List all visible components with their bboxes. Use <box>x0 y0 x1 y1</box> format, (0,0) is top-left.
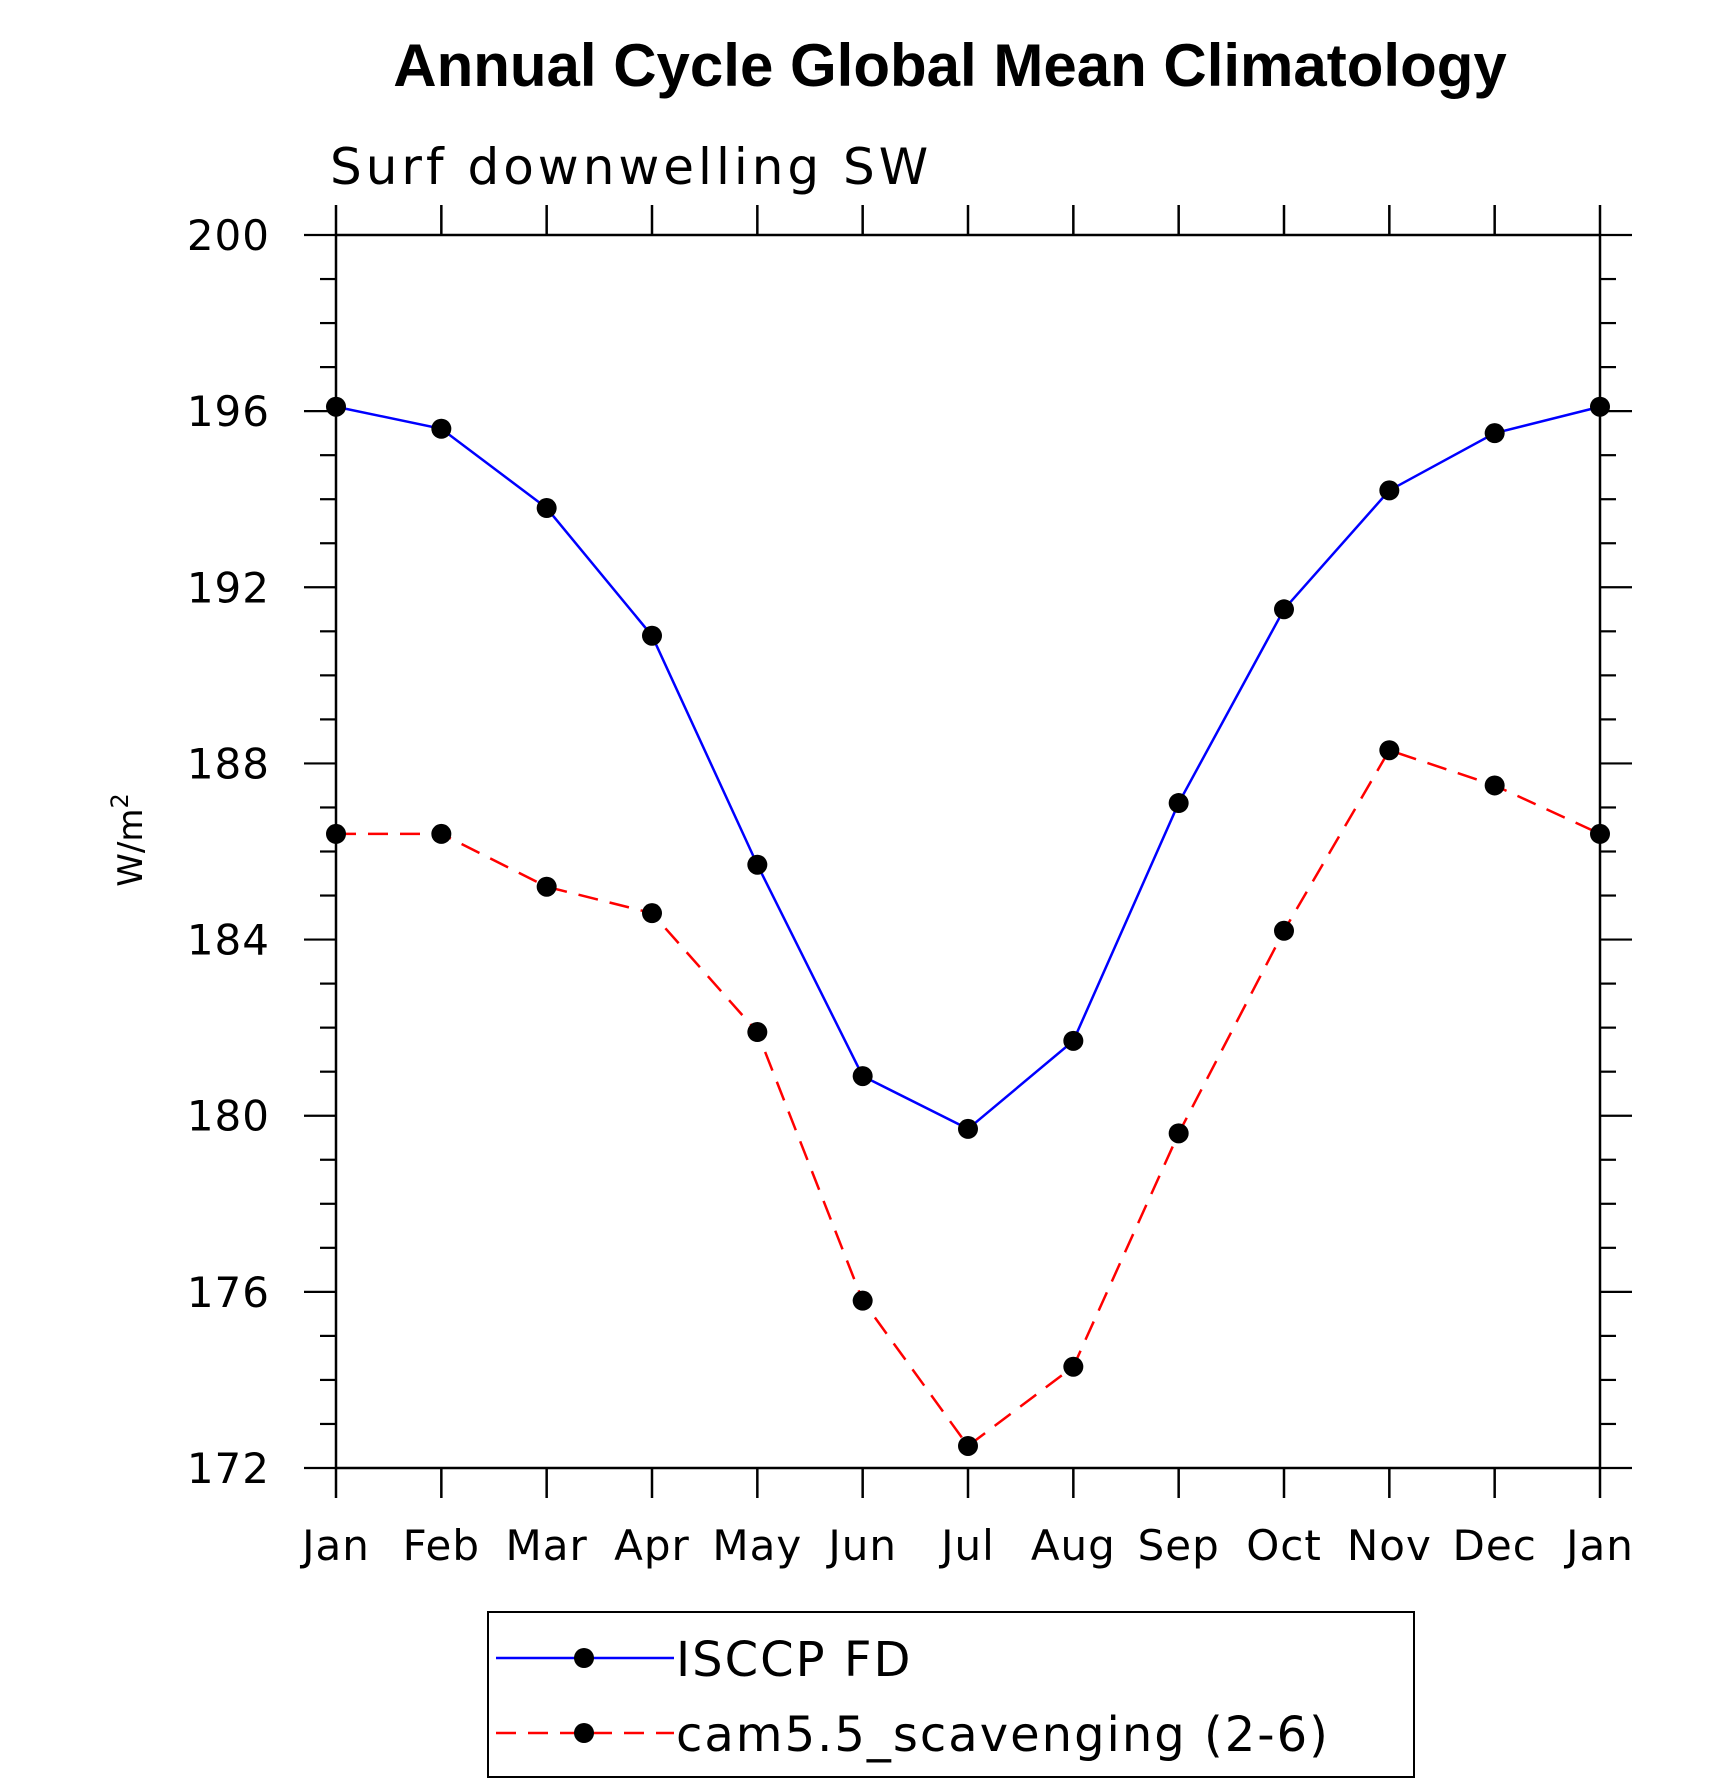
series-1-point <box>852 1290 873 1311</box>
x-tick-label: Aug <box>1031 1521 1116 1570</box>
chart-subtitle: Surf downwelling SW <box>330 138 932 196</box>
x-tick-label: Jul <box>938 1521 995 1570</box>
x-tick-label: Jun <box>825 1521 897 1570</box>
series-0-point <box>852 1066 873 1087</box>
chart-title: Annual Cycle Global Mean Climatology <box>393 32 1507 99</box>
series-0-point <box>1379 480 1400 501</box>
series-0-point <box>1590 396 1610 417</box>
y-axis-label: W/m2 <box>106 793 151 886</box>
x-tick-label: Nov <box>1347 1521 1432 1570</box>
y-axis-ticks: 172 176 180 184 188 192 196 200 <box>187 211 1632 1493</box>
series-0-point <box>642 625 662 646</box>
series-0-point <box>1274 599 1294 620</box>
series-1-point <box>1590 823 1610 844</box>
series-1-point <box>536 876 557 897</box>
legend: ISCCP FD cam5.5_scavenging (2-6) <box>487 1611 1415 1778</box>
series-layer <box>326 396 1610 1456</box>
x-tick-label: Apr <box>614 1521 690 1570</box>
legend-label-cam5-5-scavenging: cam5.5_scavenging (2-6) <box>676 1707 1330 1763</box>
x-tick-label: Mar <box>506 1521 588 1570</box>
series-0-point <box>536 498 557 519</box>
series-0-point <box>431 418 452 439</box>
plot-border <box>334 233 1602 1470</box>
x-tick-label: May <box>712 1521 802 1570</box>
y-axis-label-text: W/m <box>111 809 151 887</box>
x-tick-label: Sep <box>1138 1521 1220 1570</box>
x-tick-label: Dec <box>1453 1521 1537 1570</box>
series-1-point <box>1168 1123 1189 1144</box>
series-1-point <box>642 903 662 924</box>
series-1-point <box>326 823 346 844</box>
legend-marker-cam5-5-scavenging <box>574 1723 594 1743</box>
y-tick-label: 180 <box>187 1092 270 1141</box>
series-1-point <box>1379 740 1400 761</box>
y-tick-label: 172 <box>187 1444 270 1493</box>
series-1-point <box>747 1022 768 1043</box>
series-0-point <box>958 1118 978 1139</box>
series-0-point <box>1168 793 1189 814</box>
y-tick-label: 192 <box>187 563 270 612</box>
legend-label-isccp-fd: ISCCP FD <box>676 1632 912 1688</box>
series-1-point <box>958 1435 978 1456</box>
series-1-point <box>431 823 452 844</box>
x-axis-ticks: Jan Feb Mar Apr May Jun Jul Aug Sep Oct Nov Dec Jan <box>299 205 1634 1570</box>
series-0-point <box>326 396 346 417</box>
y-tick-label: 188 <box>187 739 270 788</box>
y-tick-label: 196 <box>187 387 270 436</box>
series-1-point <box>1063 1356 1084 1377</box>
series-0-point <box>747 854 768 875</box>
svg-text:W/m2: W/m2 <box>106 793 151 886</box>
y-tick-label: 176 <box>187 1268 270 1317</box>
series-1-point <box>1484 775 1505 796</box>
series-line-0 <box>335 405 1601 1131</box>
x-tick-label: Oct <box>1246 1521 1322 1570</box>
y-tick-label: 200 <box>187 211 270 260</box>
plot-frame <box>334 233 1602 1470</box>
y-tick-label: 184 <box>187 916 270 965</box>
x-tick-label: Jan <box>1563 1521 1634 1570</box>
legend-box <box>487 1611 1415 1778</box>
x-tick-label: Jan <box>299 1521 370 1570</box>
series-0-point <box>1484 423 1505 444</box>
y-axis-label-superscript: 2 <box>106 793 134 808</box>
series-line-1 <box>336 748 1601 1448</box>
legend-marker-isccp-fd <box>574 1648 594 1668</box>
series-0-point <box>1063 1030 1084 1051</box>
x-tick-label: Feb <box>403 1521 480 1570</box>
series-1-point <box>1274 920 1294 941</box>
